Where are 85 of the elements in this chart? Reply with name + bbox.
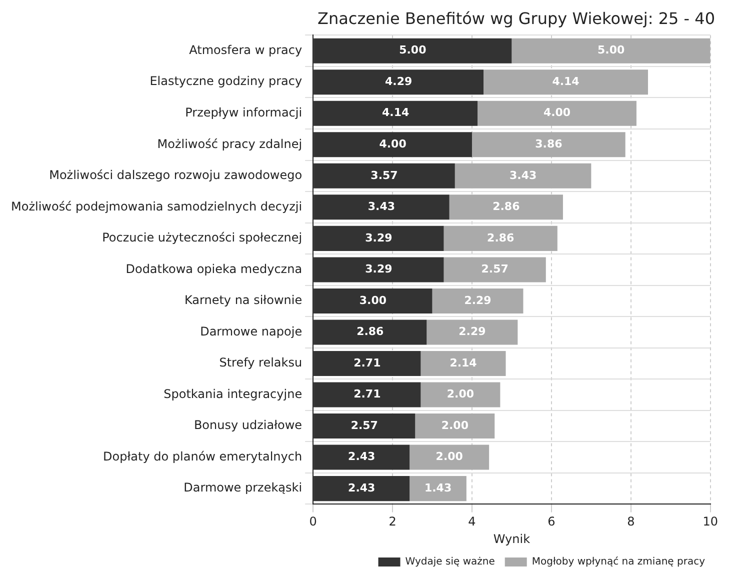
data-label: 5.00 — [399, 44, 427, 57]
bar — [420, 350, 506, 376]
bar — [444, 226, 558, 251]
x-tick-label: 10 — [702, 514, 718, 529]
x-tick-label: 6 — [548, 514, 556, 529]
bar — [314, 100, 478, 126]
y-tick-label: Bonusy udziałowe — [194, 418, 302, 432]
bar — [314, 257, 444, 282]
bar — [314, 444, 410, 470]
bar — [420, 382, 500, 408]
bar — [314, 288, 432, 314]
legend-label: Mogłoby wpłynąć na zmianę pracy — [532, 556, 706, 568]
data-label: 4.00 — [379, 137, 407, 150]
bar — [410, 476, 466, 502]
data-label: 2.57 — [350, 418, 378, 432]
y-tick-label: Darmowe przekąski — [184, 480, 302, 495]
y-tick-label: Przepływ informacji — [185, 105, 302, 120]
data-label: 2.71 — [354, 388, 381, 401]
x-tick-label: 0 — [309, 514, 317, 529]
data-label: 3.43 — [509, 168, 537, 182]
data-label: 2.00 — [446, 388, 474, 401]
data-label: 1.43 — [424, 481, 452, 494]
y-tick-label: Elastyczne godziny pracy — [150, 74, 302, 88]
bar — [410, 444, 490, 470]
bar — [478, 100, 636, 126]
data-label: 2.71 — [354, 356, 381, 370]
bar — [314, 476, 410, 502]
data-label: 3.86 — [535, 137, 563, 150]
data-label: 2.57 — [481, 262, 508, 276]
bar — [454, 163, 592, 188]
data-label: 4.14 — [382, 106, 410, 120]
y-tick-label: Strefy relaksu — [219, 356, 302, 370]
bar — [314, 320, 427, 345]
data-label: 2.00 — [441, 418, 469, 432]
data-label: 3.29 — [365, 231, 392, 244]
data-label: 2.00 — [436, 450, 464, 464]
bar — [426, 320, 518, 345]
bar — [314, 226, 444, 251]
y-tick-label: Dopłaty do planów emerytalnych — [103, 449, 302, 464]
data-label: 2.43 — [348, 450, 376, 464]
data-label: 4.29 — [384, 74, 412, 88]
bar — [512, 38, 710, 64]
bar — [314, 132, 472, 158]
data-label: 3.57 — [370, 168, 398, 182]
bar — [314, 382, 421, 408]
bar — [444, 257, 546, 282]
bar — [484, 70, 648, 95]
bar — [314, 350, 421, 376]
bar — [314, 70, 484, 95]
chart-title: Znaczenie Benefitów wg Grupy Wiekowej: 25 - 40 — [318, 8, 715, 28]
y-tick-label: Darmowe napoje — [200, 324, 302, 338]
x-tick-label: 2 — [388, 514, 396, 529]
data-label: 2.14 — [450, 356, 478, 370]
bar — [314, 163, 455, 188]
data-label: 5.00 — [597, 44, 625, 57]
bar — [415, 414, 495, 439]
data-label: 3.43 — [368, 200, 396, 214]
data-label: 4.00 — [543, 106, 571, 120]
data-label: 2.86 — [356, 325, 384, 338]
data-label: 2.86 — [492, 200, 520, 214]
bar — [314, 414, 416, 439]
bar — [432, 288, 524, 314]
legend-label: Wydaje się ważne — [405, 556, 495, 568]
y-tick-label: Karnety na siłownie — [184, 293, 302, 308]
y-tick-label: Możliwość podejmowania samodzielnych decyzji — [11, 199, 302, 214]
bar — [314, 38, 512, 64]
y-tick-label: Możliwość pracy zdalnej — [157, 136, 302, 151]
x-axis-title: Wynik — [493, 532, 530, 546]
y-tick-label: Możliwości dalszego rozwoju zawodowego — [49, 168, 302, 182]
data-label: 2.43 — [348, 481, 376, 494]
x-tick-label: 4 — [468, 514, 476, 529]
y-tick-label: Dodatkowa opieka medyczna — [126, 262, 302, 276]
data-label: 2.86 — [487, 231, 515, 244]
data-label: 3.00 — [359, 294, 387, 307]
data-label: 3.29 — [365, 262, 392, 276]
data-label: 2.29 — [458, 325, 486, 338]
bar — [314, 194, 450, 220]
y-tick-label: Poczucie użyteczności społecznej — [102, 230, 302, 245]
y-tick-label: Spotkania integracyjne — [164, 386, 302, 401]
bar — [472, 132, 626, 158]
y-tick-label: Atmosfera w pracy — [189, 42, 302, 57]
x-tick-label: 8 — [627, 514, 635, 529]
data-label: 4.14 — [552, 74, 580, 88]
data-label: 2.29 — [464, 294, 492, 307]
bar — [449, 194, 563, 220]
